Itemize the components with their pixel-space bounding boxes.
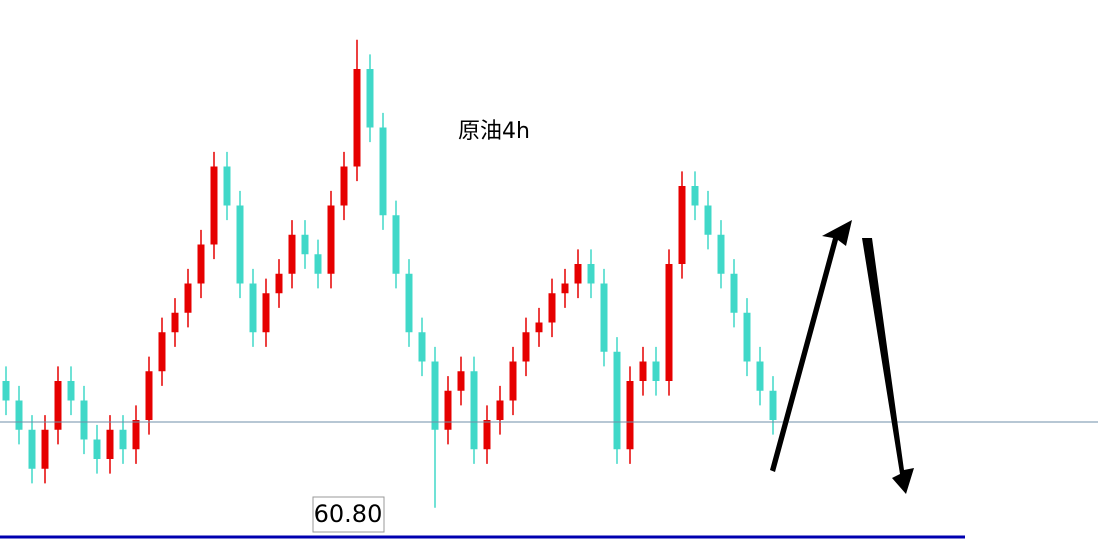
candle-body [639,361,647,381]
candle-body [691,186,699,206]
chart-title: 原油4h [458,119,530,144]
candle-body [717,234,725,274]
candle-body [561,283,569,294]
candle-body [470,371,478,450]
candle-body [587,264,595,284]
candle-body [366,69,374,128]
candle-body [210,166,218,245]
candle-body [353,69,361,167]
candle-body [67,381,75,401]
candle-body [171,312,179,333]
candle-body [249,283,257,333]
candle-body [158,332,166,372]
arrows [770,220,914,494]
candle-body [41,429,49,469]
candle-body [106,429,114,459]
candle-body [223,166,231,206]
down-arrow [862,238,914,494]
candle-body [379,127,387,216]
candle-body [769,390,777,420]
candle-body [80,400,88,440]
candle-body [457,371,465,391]
candle-body [730,273,738,313]
candle-body [54,381,62,430]
candle-body [652,361,660,381]
candle-body [535,322,543,333]
candle-body [756,361,764,391]
candle-body [132,420,140,450]
candle-body [28,429,36,469]
candle-body [93,439,101,459]
candle-body [145,371,153,420]
candles [2,39,777,508]
candle-body [678,186,686,264]
candle-body [522,332,530,362]
candle-body [665,264,673,381]
up-arrow [770,220,852,472]
candle-body [275,273,283,294]
candle-body [431,361,439,430]
candle-body [574,264,582,284]
candle-body [418,332,426,362]
candle-body [405,273,413,333]
candle-body [236,205,244,284]
candle-body [704,205,712,235]
candle-body [392,215,400,274]
candle-body [327,205,335,274]
candle-body [509,361,517,401]
candle-body [2,381,10,401]
candle-body [288,234,296,274]
price-tag: 60.80 [312,496,385,533]
candle-body [613,351,621,450]
candle-body [340,166,348,206]
candle-body [15,400,23,430]
candle-body [444,390,452,430]
price-tag-label: 60.80 [314,500,383,528]
candle-body [496,400,504,420]
candle-body [262,293,270,333]
candle-body [600,283,608,352]
candle-body [483,420,491,450]
candle-body [626,381,634,450]
candle-body [301,234,309,255]
candle-body [314,254,322,274]
candle-body [548,293,556,323]
candle-body [184,283,192,313]
candle-body [197,244,205,284]
candle-body [119,429,127,450]
price-tag-box [312,496,385,533]
candle-body [743,312,751,362]
